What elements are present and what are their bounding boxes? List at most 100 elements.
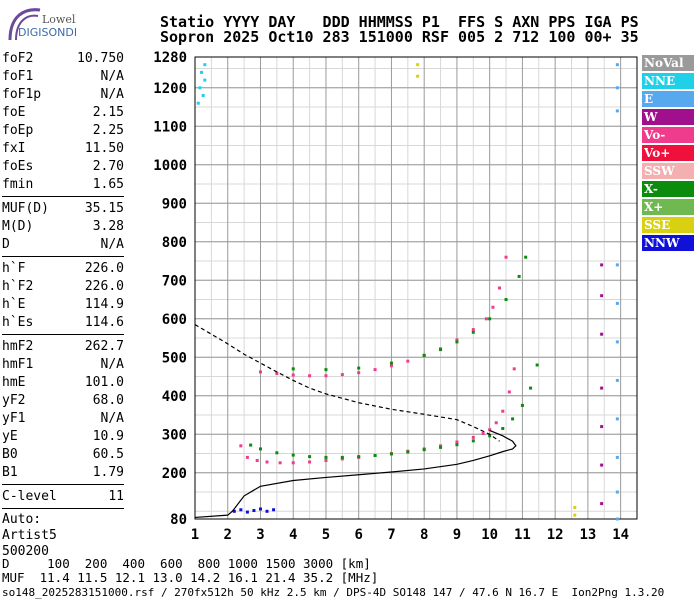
echo-point xyxy=(501,427,505,431)
param-row: foF1 N/A xyxy=(2,68,124,86)
param-value: N/A xyxy=(100,357,124,372)
echo-point xyxy=(340,457,344,461)
param-value: 262.7 xyxy=(84,339,124,354)
echo-point xyxy=(357,371,361,375)
param-separator xyxy=(2,484,124,485)
param-key: MUF(D) xyxy=(2,201,49,216)
echo-point xyxy=(439,444,443,448)
param-separator xyxy=(2,196,124,197)
param-row: hmE 101.0 xyxy=(2,374,124,392)
echo-point xyxy=(455,338,459,342)
param-value: 35.15 xyxy=(84,201,124,216)
echo-point xyxy=(600,263,604,267)
autoscaling-line: Artist5 xyxy=(2,528,57,543)
param-separator xyxy=(2,334,124,335)
x-tick-label: 3 xyxy=(256,527,264,543)
parameter-panel: foF2 10.750 foF1 N/A foF1p N/A foE 2.15 foEp 2.25… xyxy=(2,50,124,560)
y-tick-label: 200 xyxy=(162,466,187,482)
echo-point xyxy=(615,86,619,90)
param-separator xyxy=(2,508,124,509)
param-row: h`E 114.9 xyxy=(2,296,124,314)
echo-point xyxy=(517,274,521,278)
echo-point xyxy=(196,101,200,105)
param-row: foF2 10.750 xyxy=(2,50,124,68)
x-tick-label: 10 xyxy=(481,527,498,543)
x-tick-label: 12 xyxy=(547,527,564,543)
echo-point xyxy=(600,425,604,429)
echo-point xyxy=(455,340,459,344)
y-tick-label: 500 xyxy=(162,350,187,366)
param-value: 1.65 xyxy=(92,177,124,192)
file-info: so148_2025283151000.rsf / 270fx512h 50 k… xyxy=(2,586,665,599)
echo-point xyxy=(504,255,508,259)
y-tick-label: 700 xyxy=(162,273,187,289)
echo-point xyxy=(600,294,604,298)
echo-point xyxy=(291,367,295,371)
x-tick-label: 13 xyxy=(579,527,596,543)
param-value: N/A xyxy=(100,411,124,426)
param-key: h`Es xyxy=(2,315,34,330)
echo-point xyxy=(615,378,619,382)
echo-point xyxy=(615,63,619,67)
legend-item: Vo+ xyxy=(642,145,694,161)
echo-point xyxy=(471,330,475,334)
echo-point xyxy=(389,361,393,365)
echo-point xyxy=(488,317,492,321)
param-row: foEs 2.70 xyxy=(2,158,124,176)
echo-point xyxy=(471,439,475,443)
header-row-1: Statio YYYY DAY DDD HHMMSS P1 FFS S AXN … xyxy=(160,13,639,31)
echo-point xyxy=(201,94,205,97)
param-row: foE 2.15 xyxy=(2,104,124,122)
echo-point xyxy=(484,317,488,321)
echo-point xyxy=(501,409,505,413)
echo-point xyxy=(573,505,577,509)
echo-point xyxy=(615,340,619,344)
param-value: 3.28 xyxy=(92,219,124,234)
param-value: 10.9 xyxy=(92,429,124,444)
y-tick-label: 300 xyxy=(162,427,187,443)
param-key: fxI xyxy=(2,141,26,156)
echo-point xyxy=(600,332,604,336)
autoscaling-line: Auto: xyxy=(2,512,42,527)
echo-point xyxy=(600,463,604,467)
param-value: 114.9 xyxy=(84,297,124,312)
param-value: 60.5 xyxy=(92,447,124,462)
echo-point xyxy=(324,368,328,372)
echo-point xyxy=(615,490,619,494)
param-key: B0 xyxy=(2,447,18,462)
param-value: N/A xyxy=(100,69,124,84)
logo-line2: DIGISONDE xyxy=(18,26,76,39)
param-key: foF1 xyxy=(2,69,34,84)
param-value: N/A xyxy=(100,87,124,102)
param-row: foEp 2.25 xyxy=(2,122,124,140)
echo-point xyxy=(232,509,236,513)
param-row: MUF(D) 35.15 xyxy=(2,200,124,218)
param-key: hmF2 xyxy=(2,339,34,354)
param-row: B0 60.5 xyxy=(2,446,124,464)
echo-point xyxy=(255,458,259,462)
echo-point xyxy=(278,461,282,465)
echo-point xyxy=(491,305,495,309)
y-tick-label: 1100 xyxy=(153,119,187,135)
profile-line xyxy=(194,429,517,519)
echo-point xyxy=(520,403,524,407)
param-key: D xyxy=(2,237,10,252)
param-value: 10.750 xyxy=(77,51,124,66)
echo-point xyxy=(357,366,361,370)
echo-point xyxy=(203,63,207,67)
echo-point xyxy=(455,443,459,447)
legend-item: NNW xyxy=(642,235,694,251)
echo-point xyxy=(439,348,443,352)
echo-point xyxy=(416,63,420,67)
param-value: 2.70 xyxy=(92,159,124,174)
param-row: yE 10.9 xyxy=(2,428,124,446)
param-key: foE xyxy=(2,105,26,120)
legend-item: E xyxy=(642,91,694,107)
echo-point xyxy=(324,374,328,378)
echo-point xyxy=(272,508,276,512)
echo-point xyxy=(291,373,295,377)
param-key: yF1 xyxy=(2,411,26,426)
x-tick-label: 11 xyxy=(514,527,531,543)
autoscaling-line: 500200 xyxy=(2,544,49,559)
echo-point xyxy=(512,367,516,371)
